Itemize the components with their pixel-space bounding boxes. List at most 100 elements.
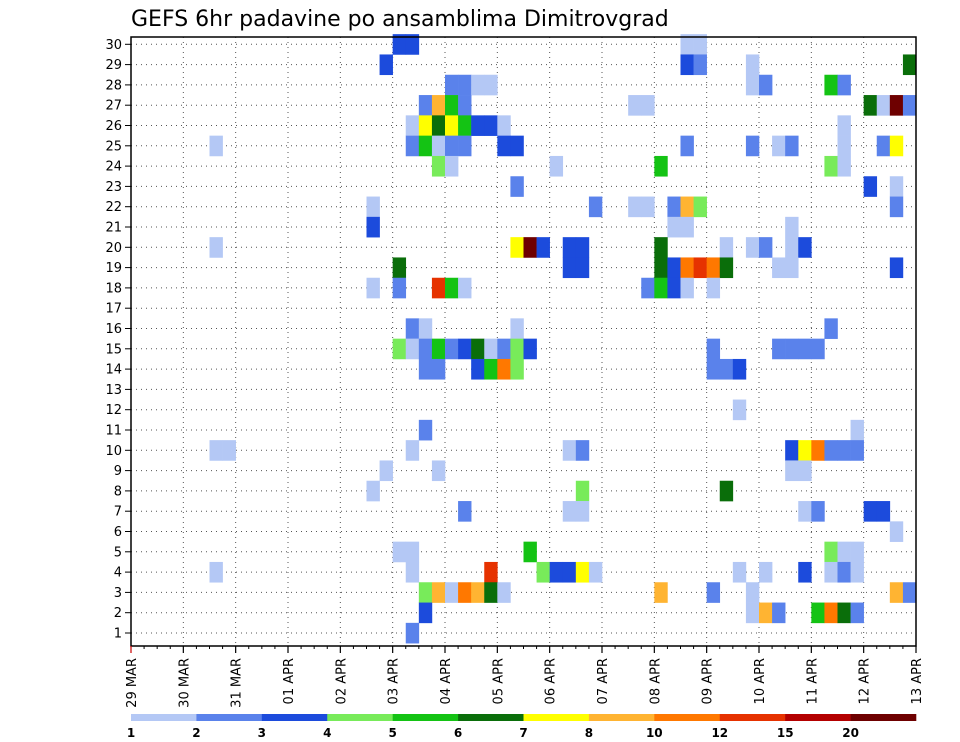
heat-cell: [719, 358, 734, 380]
heat-cell: [889, 582, 904, 603]
heat-cell: [706, 582, 721, 603]
heat-cell: [693, 54, 707, 76]
x-axis: 29 MAR 30 MAR 31 MAR 01 APR 02 APR 03 APR 04 A…: [125, 646, 925, 708]
heat-cell: [471, 582, 485, 603]
heat-cell: [458, 135, 472, 157]
x-tick-label: 03 APR: [387, 658, 402, 704]
heat-cell: [837, 602, 851, 624]
heat-cell: [850, 541, 864, 563]
grid-lines: [130, 37, 917, 646]
heat-cell: [588, 196, 603, 218]
heat-cell: [458, 95, 472, 116]
heat-cell: [850, 561, 864, 583]
heat-cell: [575, 501, 590, 522]
heat-cell: [562, 501, 577, 522]
heat-cell: [418, 602, 433, 624]
x-tick-label: 09 APR: [701, 658, 716, 704]
heat-cell: [798, 460, 812, 482]
heat-cell: [667, 277, 681, 299]
heat-cell: [431, 358, 446, 380]
heat-cell: [392, 338, 407, 360]
heat-cell: [745, 135, 760, 157]
heat-cell: [484, 74, 498, 96]
heat-cell: [458, 338, 472, 360]
y-tick-label: 26: [105, 119, 122, 134]
heat-cell: [889, 521, 904, 542]
heat-cell: [405, 34, 420, 55]
y-tick-label: 15: [105, 342, 122, 357]
heat-cell: [798, 561, 812, 583]
colorbar-label: 3: [258, 726, 266, 740]
heat-cell: [471, 74, 485, 96]
heat-cell: [510, 338, 524, 360]
heat-cell: [405, 115, 420, 136]
heat-cell: [484, 358, 498, 380]
heat-cell: [785, 237, 799, 258]
heat-cell: [405, 318, 420, 339]
heat-cell: [575, 257, 590, 279]
y-tick-label: 13: [105, 383, 122, 398]
colorbar-swatch: [196, 714, 263, 721]
y-tick-label: 18: [105, 281, 122, 296]
heat-cell: [798, 501, 812, 522]
heat-cell: [889, 196, 904, 218]
heat-cell: [719, 257, 734, 279]
heat-cell: [209, 440, 223, 461]
heat-cell: [445, 277, 459, 299]
heat-cell: [680, 54, 694, 76]
heat-cell: [889, 257, 904, 279]
heat-cell: [811, 338, 825, 360]
heat-cell: [811, 440, 825, 461]
heat-cell: [484, 115, 498, 136]
heat-cell: [497, 358, 511, 380]
heat-cell: [510, 237, 524, 258]
x-tick-label: 04 APR: [439, 658, 454, 704]
colorbar-label: 4: [323, 726, 331, 740]
heat-cell: [732, 358, 747, 380]
heat-cell: [876, 501, 891, 522]
heat-cell: [824, 541, 838, 563]
heat-cell: [837, 74, 851, 96]
colorbar-label: 12: [711, 726, 728, 740]
heat-cell: [680, 216, 694, 238]
y-tick-label: 3: [114, 586, 122, 601]
heat-cell: [458, 115, 472, 136]
x-tick-label: 06 APR: [544, 658, 559, 704]
y-tick-label: 16: [105, 322, 122, 337]
x-tick-label: 10 APR: [753, 658, 768, 704]
heat-cell: [445, 135, 459, 157]
heat-cell: [431, 115, 446, 136]
heat-cell: [445, 115, 459, 136]
heat-cell: [458, 501, 472, 522]
colorbar-swatch: [588, 714, 655, 721]
heat-cell: [562, 237, 577, 258]
heat-cell: [785, 216, 799, 238]
heat-cell: [445, 582, 459, 603]
heat-cell: [863, 501, 878, 522]
heat-cell: [824, 440, 838, 461]
heat-cell: [497, 338, 511, 360]
heat-cell: [654, 155, 668, 177]
heat-cell: [759, 74, 773, 96]
heat-cell: [536, 237, 550, 258]
heat-cell: [785, 460, 799, 482]
heat-cell: [366, 277, 380, 299]
x-tick-label: 05 APR: [491, 658, 506, 704]
heat-cell: [902, 582, 917, 603]
colorbar-label: 20: [842, 726, 859, 740]
heat-cell: [431, 95, 446, 116]
heat-cell: [641, 196, 655, 218]
heat-cell: [418, 358, 433, 380]
heat-cell: [445, 155, 459, 177]
colorbar-label: 5: [389, 726, 397, 740]
heat-cell: [392, 257, 407, 279]
colorbar-label: 10: [646, 726, 663, 740]
heat-cell: [902, 95, 917, 116]
heat-cell: [902, 54, 917, 76]
heat-cell: [431, 338, 446, 360]
heat-cell: [562, 257, 577, 279]
heat-cell: [588, 561, 603, 583]
heat-cell: [654, 237, 668, 258]
heat-cell: [405, 541, 420, 563]
heat-cell: [837, 135, 851, 157]
